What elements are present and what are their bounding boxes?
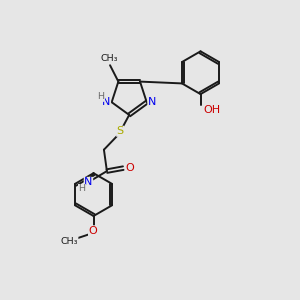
Text: N: N xyxy=(84,177,93,188)
Text: S: S xyxy=(117,126,124,136)
Text: N: N xyxy=(102,97,110,107)
Text: N: N xyxy=(148,97,156,107)
Text: O: O xyxy=(125,163,134,172)
Text: H: H xyxy=(78,184,85,194)
Text: CH₃: CH₃ xyxy=(60,237,78,246)
Text: OH: OH xyxy=(203,106,220,116)
Text: O: O xyxy=(88,226,97,236)
Text: H: H xyxy=(98,92,104,101)
Text: CH₃: CH₃ xyxy=(101,54,118,63)
